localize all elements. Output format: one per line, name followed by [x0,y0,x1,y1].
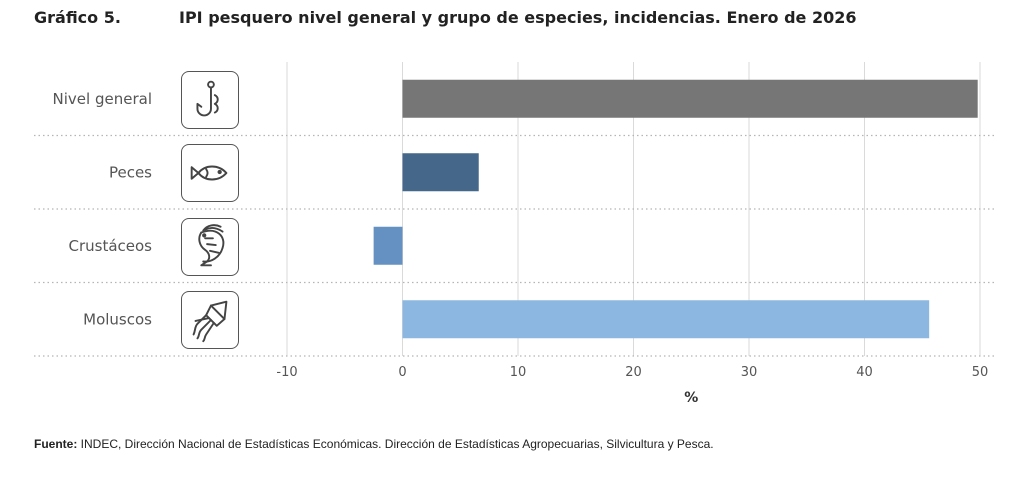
bar-3 [402,300,930,339]
x-tick-label-2: 10 [510,365,527,380]
fishing-hook-icon [181,71,239,129]
source-note: Fuente: INDEC, Dirección Nacional de Est… [34,437,714,451]
x-tick-label-4: 30 [741,365,758,380]
category-label-1: Peces [109,163,152,181]
bar-chart: Nivel general Peces Crustáceos Moluscos -10 0… [34,62,996,406]
x-tick-label-3: 20 [625,365,642,380]
category-label-2: Crustáceos [68,237,152,255]
bar-0 [402,79,978,118]
bar-1 [402,153,479,192]
fish-icon [181,144,239,202]
x-tick-label-1: 0 [398,365,406,380]
category-label-3: Moluscos [83,310,152,328]
x-tick-label-0: -10 [276,365,297,380]
category-label-0: Nivel general [53,90,152,108]
source-label: Fuente: [34,437,78,451]
source-text: INDEC, Dirección Nacional de Estadística… [77,437,714,451]
x-tick-label-5: 40 [856,365,873,380]
shrimp-icon [181,218,239,276]
x-axis-label: % [684,390,698,406]
figure-label: Gráfico 5. [34,8,121,27]
chart-title: IPI pesquero nivel general y grupo de es… [179,8,857,27]
bar-2 [373,226,403,265]
chart-header: Gráfico 5. IPI pesquero nivel general y … [34,8,994,34]
x-tick-label-6: 50 [972,365,989,380]
squid-icon [181,291,239,349]
